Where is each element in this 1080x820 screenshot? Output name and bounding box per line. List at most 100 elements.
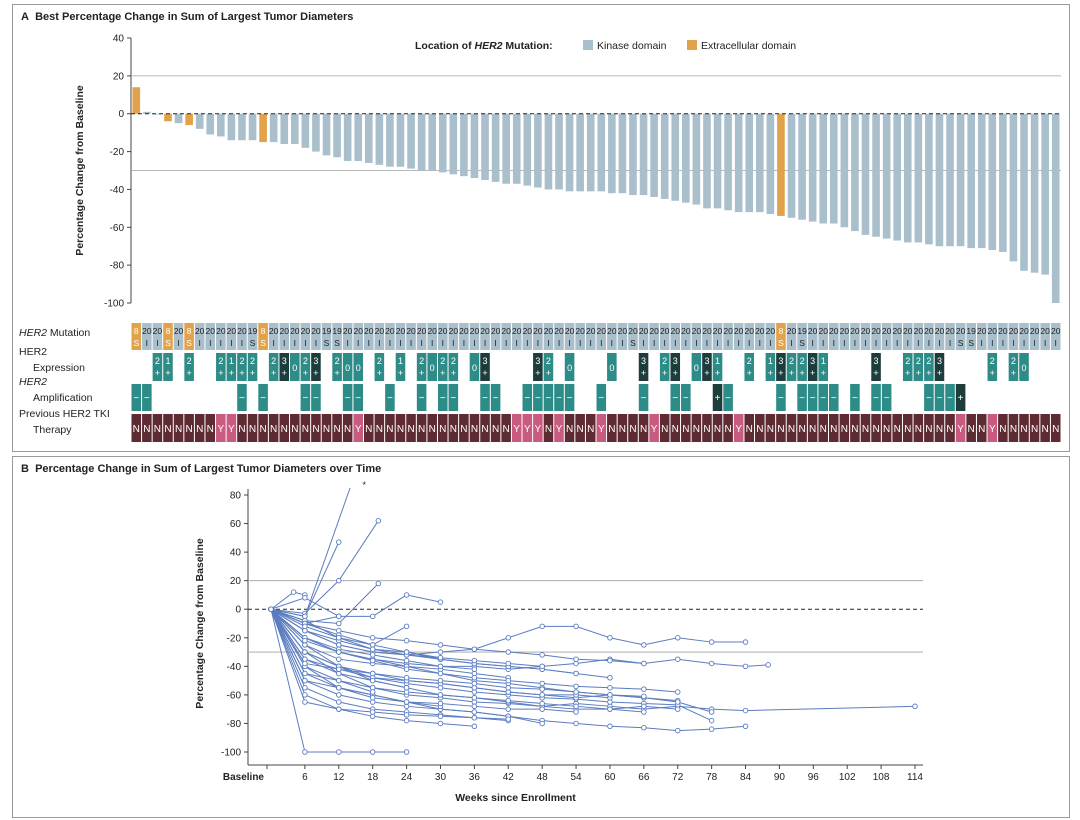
series-point <box>437 713 444 720</box>
mutation-exon: 20 <box>227 326 237 336</box>
tki-cell <box>374 414 385 442</box>
bar <box>999 113 1007 252</box>
expression-cell <box>353 353 363 381</box>
expression-score: 0 <box>430 363 435 373</box>
mutation-type: I <box>1023 338 1025 348</box>
tki-value: N <box>830 424 837 435</box>
tki-cell <box>902 414 913 442</box>
spider-chart: 80 60 40 20 0 -20 -40 -60 -80 -100 Baseline 6 12 18 24… <box>194 480 923 804</box>
tki-value: N <box>429 424 436 435</box>
mutation-cell <box>1008 323 1019 350</box>
series-point <box>437 677 444 684</box>
expression-cell <box>913 353 924 381</box>
mutation-type: I <box>928 338 930 348</box>
amplification-cell <box>448 384 459 411</box>
amplification-cell <box>353 384 363 411</box>
mutation-exon: 20 <box>871 326 881 336</box>
tki-value: N <box>1010 424 1017 435</box>
mutation-exon: 19 <box>332 326 342 336</box>
mutation-cell <box>797 323 807 350</box>
series-point <box>573 656 579 662</box>
bar <box>671 113 680 201</box>
tki-value: N <box>196 424 203 435</box>
amplification-cell <box>871 384 881 411</box>
mutation-exon: 8 <box>187 326 192 336</box>
bar <box>143 111 151 114</box>
series-point <box>505 649 512 655</box>
mutation-type: I <box>199 338 201 348</box>
amplification-cell <box>596 384 607 411</box>
y-tick-label: 20 <box>113 71 125 82</box>
mutation-cell <box>744 323 755 350</box>
tki-value: N <box>894 424 901 435</box>
mutation-cell <box>733 323 744 350</box>
mutation-type: S <box>250 338 256 348</box>
tki-value: N <box>1052 424 1059 435</box>
y-tick-label: -40 <box>227 662 242 673</box>
bar <box>1009 113 1018 262</box>
panel-a-title: A Best Percentage Change in Sum of Large… <box>21 11 353 23</box>
expression-score: 0 <box>345 363 350 373</box>
mutation-exon: 19 <box>797 326 807 336</box>
series-point <box>674 727 681 734</box>
tki-value: N <box>143 424 150 435</box>
amplification-value: − <box>144 393 150 404</box>
series-point <box>336 649 342 655</box>
bar <box>291 113 299 144</box>
mutation-cell <box>712 323 723 350</box>
tki-cell <box>649 414 659 442</box>
mutation-exon: 20 <box>892 326 902 336</box>
series-point <box>336 684 342 691</box>
y-tick-label: -60 <box>227 690 242 701</box>
expression-cell <box>237 353 247 381</box>
expression-score: 2 <box>187 356 192 366</box>
expression-score: 3 <box>704 356 709 366</box>
mutation-exon: 20 <box>544 326 554 336</box>
mutation-exon: 20 <box>290 326 300 336</box>
mutation-type: I <box>241 338 243 348</box>
expression-sign: + <box>916 368 921 378</box>
bar <box>724 113 732 211</box>
mutation-type: I <box>833 338 835 348</box>
mutation-type: I <box>611 338 613 348</box>
tki-cell <box>892 414 902 442</box>
series-point <box>437 670 444 677</box>
tki-value: N <box>249 424 256 435</box>
mutation-exon: 8 <box>261 326 266 336</box>
x-tick-label: 66 <box>638 772 650 783</box>
amplification-value: − <box>260 393 266 404</box>
expression-cell <box>469 353 480 381</box>
expression-score: 0 <box>292 363 297 373</box>
mutation-cell <box>300 323 311 350</box>
tki-cell <box>448 414 459 442</box>
tki-value: N <box>259 424 266 435</box>
expression-sign: + <box>451 368 456 378</box>
expression-cell <box>226 353 237 381</box>
expression-sign: + <box>810 368 815 378</box>
series-point <box>369 677 376 684</box>
mutation-cell <box>279 323 290 350</box>
mutation-cell <box>902 323 913 350</box>
expression-sign: + <box>313 368 318 378</box>
mutation-exon: 20 <box>787 326 797 336</box>
bar <box>417 113 426 171</box>
series-point <box>403 666 410 672</box>
amplification-cell <box>342 384 353 411</box>
amplification-value: − <box>440 393 446 404</box>
x-tick-label: 24 <box>401 772 413 783</box>
mutation-exon: 20 <box>597 326 607 336</box>
mutation-exon: 20 <box>628 326 638 336</box>
expression-cell <box>902 353 913 381</box>
mutation-exon: 20 <box>301 326 311 336</box>
bar <box>787 113 796 218</box>
series-point <box>641 693 647 700</box>
series-point <box>336 692 342 698</box>
mutation-exon: 8 <box>134 326 139 336</box>
mutation-exon: 20 <box>945 326 955 336</box>
series-point <box>708 660 715 667</box>
series-point <box>912 703 918 710</box>
bar <box>1051 113 1060 303</box>
row-label: Expression <box>33 362 85 374</box>
series-point <box>302 595 308 601</box>
mutation-cell <box>1019 323 1029 350</box>
